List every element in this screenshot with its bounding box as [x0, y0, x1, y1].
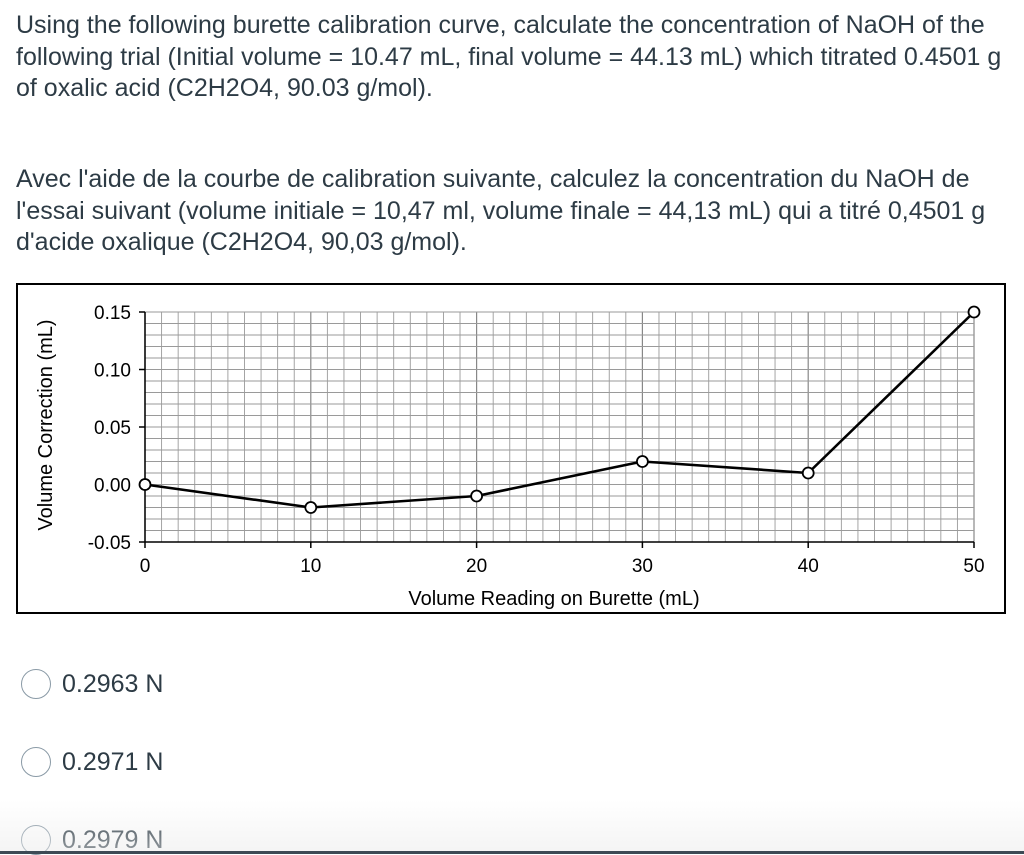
answer-option-2[interactable]: 0.2971 N: [21, 747, 163, 777]
data-point: [967, 305, 981, 319]
bottom-divider: [0, 851, 1024, 854]
data-point: [801, 466, 815, 480]
answer-option-label: 0.2963 N: [62, 669, 164, 698]
answer-option-label: 0.2971 N: [62, 747, 164, 776]
x-tick-label: 10: [300, 556, 321, 577]
calibration-chart: 0 10 20 30 40 50 0.15 0.10 0.05 0.00 -0.05 Volume …: [16, 283, 1006, 614]
x-tick-label: 40: [798, 556, 819, 577]
data-point: [138, 478, 152, 491]
chart-grid: [144, 311, 975, 543]
answer-option-1[interactable]: 0.2963 N: [21, 669, 163, 699]
question-text-french: Avec l'aide de la courbe de calibration …: [16, 165, 986, 256]
x-tick-label: 0: [140, 556, 151, 577]
data-point: [304, 501, 318, 514]
x-tick-label: 50: [963, 556, 984, 577]
data-point: [636, 455, 649, 468]
radio-button-icon[interactable]: [21, 669, 51, 699]
chart-axes: 0 10 20 30 40 50 0.15 0.10 0.05 0.00 -0.05: [88, 303, 985, 577]
y-tick-label: 0.00: [94, 476, 131, 497]
chart-series: [138, 305, 981, 514]
data-point: [470, 489, 484, 503]
y-tick-label: 0.15: [94, 303, 131, 324]
y-tick-label: 0.10: [94, 361, 131, 382]
x-tick-label: 30: [632, 556, 653, 577]
chart-svg: 0 10 20 30 40 50 0.15 0.10 0.05 0.00 -0.05 Volume …: [35, 303, 985, 610]
radio-button-icon[interactable]: [21, 747, 51, 777]
y-axis-title: Volume Correction (mL): [35, 319, 57, 530]
y-tick-label: -0.05: [88, 533, 131, 554]
chart-labels: Volume Reading on Burette (mL) Volume Co…: [35, 319, 700, 610]
y-tick-label: 0.05: [94, 418, 131, 439]
question-text-english: Using the following burette calibration …: [16, 11, 1002, 102]
x-tick-label: 20: [466, 556, 487, 577]
x-axis-title: Volume Reading on Burette (mL): [408, 588, 699, 610]
series-line: [144, 311, 975, 509]
